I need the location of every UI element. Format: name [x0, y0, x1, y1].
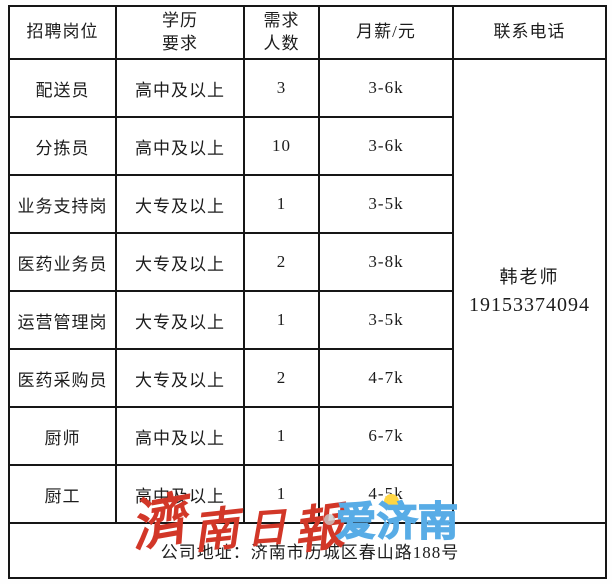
header-position-label: 招聘岗位	[26, 22, 99, 42]
cell-salary: 3-8k	[318, 232, 454, 292]
cell-count: 1	[243, 174, 320, 234]
cell-education: 高中及以上	[115, 406, 245, 466]
header-contact: 联系电话	[452, 5, 607, 60]
cell-count: 1	[243, 290, 320, 350]
cell-education: 大专及以上	[115, 348, 245, 408]
cell-count: 1	[243, 464, 320, 524]
contact-phone: 19153374094	[469, 293, 590, 316]
cell-position: 厨工	[8, 464, 117, 524]
cell-position: 医药业务员	[8, 232, 117, 292]
company-address: 公司地址：济南市历城区春山路188号	[8, 522, 607, 579]
cell-contact: 韩老师 19153374094	[452, 58, 607, 524]
table-row: 业务支持岗 大专及以上 1 3-5k	[8, 174, 606, 234]
cell-salary: 3-5k	[318, 174, 454, 234]
cell-position: 厨师	[8, 406, 117, 466]
cell-salary: 3-5k	[318, 290, 454, 350]
cell-count: 2	[243, 232, 320, 292]
cell-count: 2	[243, 348, 320, 408]
cell-salary: 3-6k	[318, 116, 454, 176]
table-row: 医药业务员 大专及以上 2 3-8k	[8, 232, 606, 292]
table-header-row: 招聘岗位 学历 要求 需求 人数 月薪/元 联系电话	[8, 5, 607, 60]
cell-count: 3	[243, 58, 320, 118]
recruitment-table: 招聘岗位 学历 要求 需求 人数 月薪/元 联系电话 配送员	[8, 5, 607, 579]
cell-education: 大专及以上	[115, 290, 245, 350]
cell-education: 高中及以上	[115, 464, 245, 524]
header-education: 学历 要求	[115, 5, 245, 60]
cell-salary: 6-7k	[318, 406, 454, 466]
cell-salary: 3-6k	[318, 58, 454, 118]
cell-position: 运营管理岗	[8, 290, 117, 350]
cell-education: 高中及以上	[115, 58, 245, 118]
table-row: 配送员 高中及以上 3 3-6k 韩老师 19153374094	[8, 58, 607, 524]
table-row: 分拣员 高中及以上 10 3-6k	[8, 116, 606, 176]
table-row: 医药采购员 大专及以上 2 4-7k	[8, 348, 606, 408]
table-row: 运营管理岗 大专及以上 1 3-5k	[8, 290, 606, 350]
table-row: 厨师 高中及以上 1 6-7k	[8, 406, 606, 466]
cell-salary: 4-5k	[318, 464, 454, 524]
address-row: 公司地址：济南市历城区春山路188号	[8, 522, 607, 579]
cell-salary: 4-7k	[318, 348, 454, 408]
cell-count: 10	[243, 116, 320, 176]
header-salary: 月薪/元	[318, 5, 454, 60]
header-position: 招聘岗位	[8, 5, 117, 60]
cell-position: 业务支持岗	[8, 174, 117, 234]
header-count: 需求 人数	[243, 5, 320, 60]
cell-count: 1	[243, 406, 320, 466]
cell-position: 医药采购员	[8, 348, 117, 408]
cell-education: 大专及以上	[115, 174, 245, 234]
cell-position: 分拣员	[8, 116, 117, 176]
contact-name: 韩老师	[499, 266, 560, 287]
cell-education: 大专及以上	[115, 232, 245, 292]
table-row: 厨工 高中及以上 1 4-5k	[8, 464, 606, 524]
cell-position: 配送员	[8, 58, 117, 118]
cell-education: 高中及以上	[115, 116, 245, 176]
